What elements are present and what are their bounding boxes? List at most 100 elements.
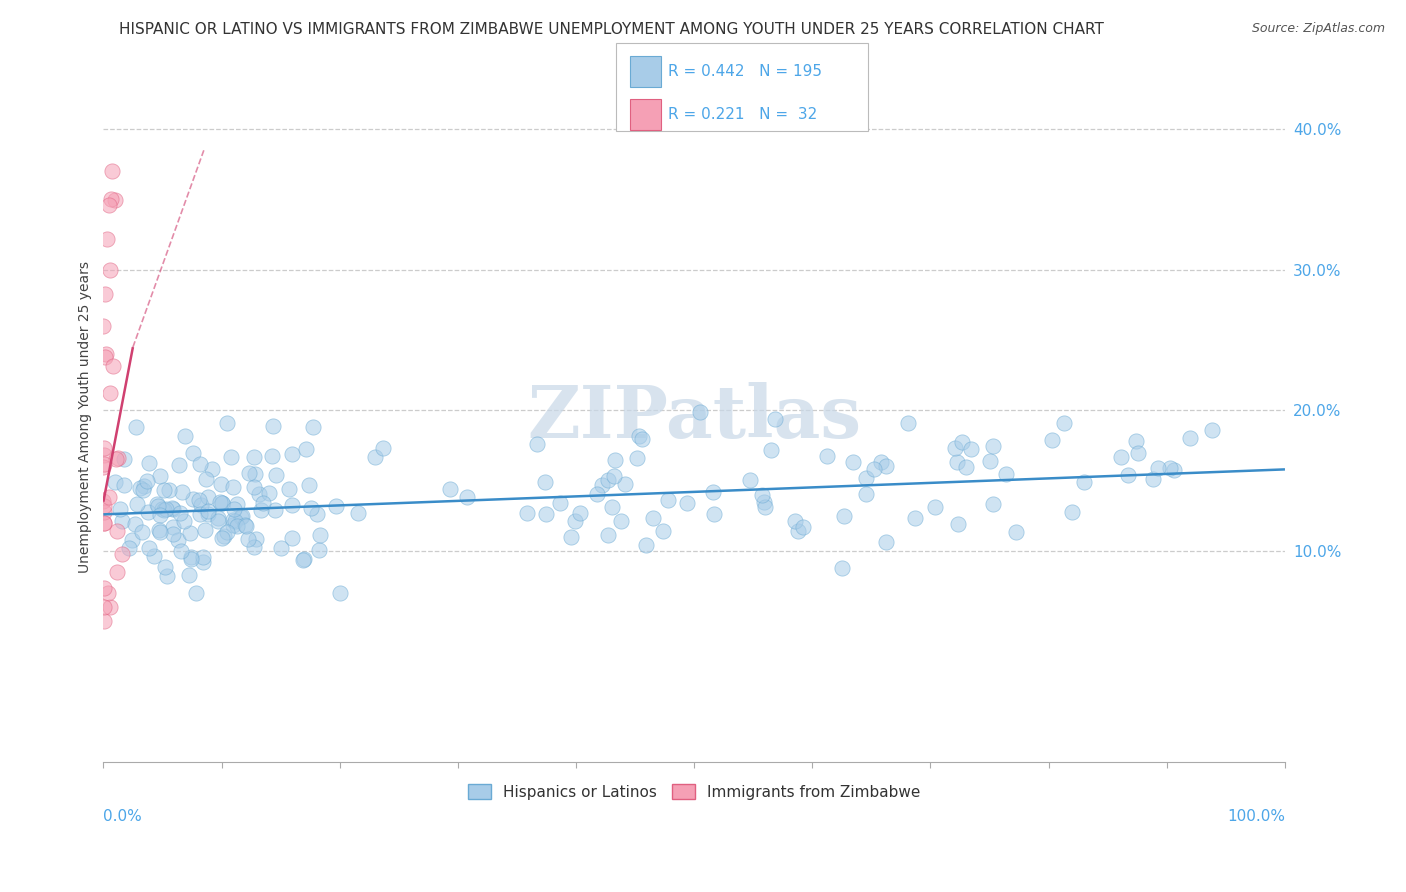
Point — [979, 454, 1001, 468]
Point — [560, 530, 582, 544]
Point — [1062, 505, 1084, 519]
Point — [943, 441, 966, 455]
Point — [101, 359, 124, 373]
Point — [179, 568, 201, 582]
Point — [264, 502, 287, 516]
Point — [221, 518, 243, 533]
Point — [855, 487, 877, 501]
Point — [100, 164, 122, 178]
Point — [214, 529, 236, 543]
Point — [295, 442, 318, 457]
Point — [152, 501, 174, 516]
Point — [125, 497, 148, 511]
Point — [207, 511, 229, 525]
Point — [252, 495, 274, 509]
Point — [676, 496, 699, 510]
Point — [298, 478, 321, 492]
Point — [181, 446, 204, 460]
Point — [924, 500, 946, 514]
Point — [155, 501, 177, 516]
Point — [180, 549, 202, 564]
Point — [172, 484, 194, 499]
Point — [207, 514, 229, 528]
Point — [631, 432, 654, 446]
Point — [93, 614, 115, 628]
Text: HISPANIC OR LATINO VS IMMIGRANTS FROM ZIMBABWE UNEMPLOYMENT AMONG YOUTH UNDER 25: HISPANIC OR LATINO VS IMMIGRANTS FROM ZI… — [120, 22, 1104, 37]
Point — [1142, 472, 1164, 486]
Point — [245, 532, 267, 546]
Point — [219, 450, 242, 464]
Point — [238, 467, 260, 481]
Point — [1053, 416, 1076, 430]
Point — [526, 436, 548, 450]
Point — [224, 514, 246, 528]
Point — [243, 479, 266, 493]
Point — [548, 496, 571, 510]
Point — [634, 538, 657, 552]
Point — [516, 506, 538, 520]
Point — [162, 502, 184, 516]
Point — [222, 513, 245, 527]
Point — [197, 504, 219, 518]
Point — [897, 417, 920, 431]
Point — [281, 532, 304, 546]
Point — [278, 482, 301, 496]
Point — [121, 533, 143, 547]
Point — [190, 498, 212, 512]
Point — [564, 514, 586, 528]
Point — [702, 485, 724, 500]
Point — [689, 405, 711, 419]
Point — [602, 468, 624, 483]
Point — [149, 508, 172, 523]
Point — [815, 450, 838, 464]
Point — [222, 480, 245, 494]
Point — [167, 533, 190, 547]
Point — [98, 198, 121, 212]
Point — [250, 503, 273, 517]
Point — [100, 192, 122, 206]
Point — [93, 457, 115, 471]
Point — [657, 493, 679, 508]
Point — [600, 500, 623, 514]
Point — [201, 461, 224, 475]
Point — [191, 550, 214, 565]
Point — [292, 552, 315, 566]
Point — [191, 555, 214, 569]
Point — [751, 488, 773, 502]
Point — [1125, 434, 1147, 449]
Point — [862, 462, 884, 476]
Point — [188, 507, 211, 521]
Point — [149, 524, 172, 539]
Point — [138, 541, 160, 556]
Point — [235, 519, 257, 533]
Point — [243, 541, 266, 555]
Point — [792, 520, 814, 534]
Point — [111, 547, 134, 561]
Point — [211, 496, 233, 510]
Point — [160, 500, 183, 515]
Point — [257, 486, 280, 500]
Text: R = 0.221   N =  32: R = 0.221 N = 32 — [668, 107, 817, 122]
Point — [156, 569, 179, 583]
Point — [100, 262, 122, 277]
Point — [596, 528, 619, 542]
Point — [281, 447, 304, 461]
Point — [783, 515, 806, 529]
Point — [136, 505, 159, 519]
Point — [173, 514, 195, 528]
Point — [93, 287, 115, 301]
Point — [209, 477, 232, 491]
Point — [93, 459, 115, 474]
Text: Source: ZipAtlas.com: Source: ZipAtlas.com — [1251, 22, 1385, 36]
Point — [302, 420, 325, 434]
Point — [131, 524, 153, 539]
Point — [752, 495, 775, 509]
Point — [610, 514, 633, 528]
Point — [146, 499, 169, 513]
Point — [1109, 450, 1132, 464]
Point — [299, 500, 322, 515]
Point — [981, 498, 1004, 512]
Point — [763, 411, 786, 425]
Point — [534, 507, 557, 521]
Point — [93, 448, 115, 462]
